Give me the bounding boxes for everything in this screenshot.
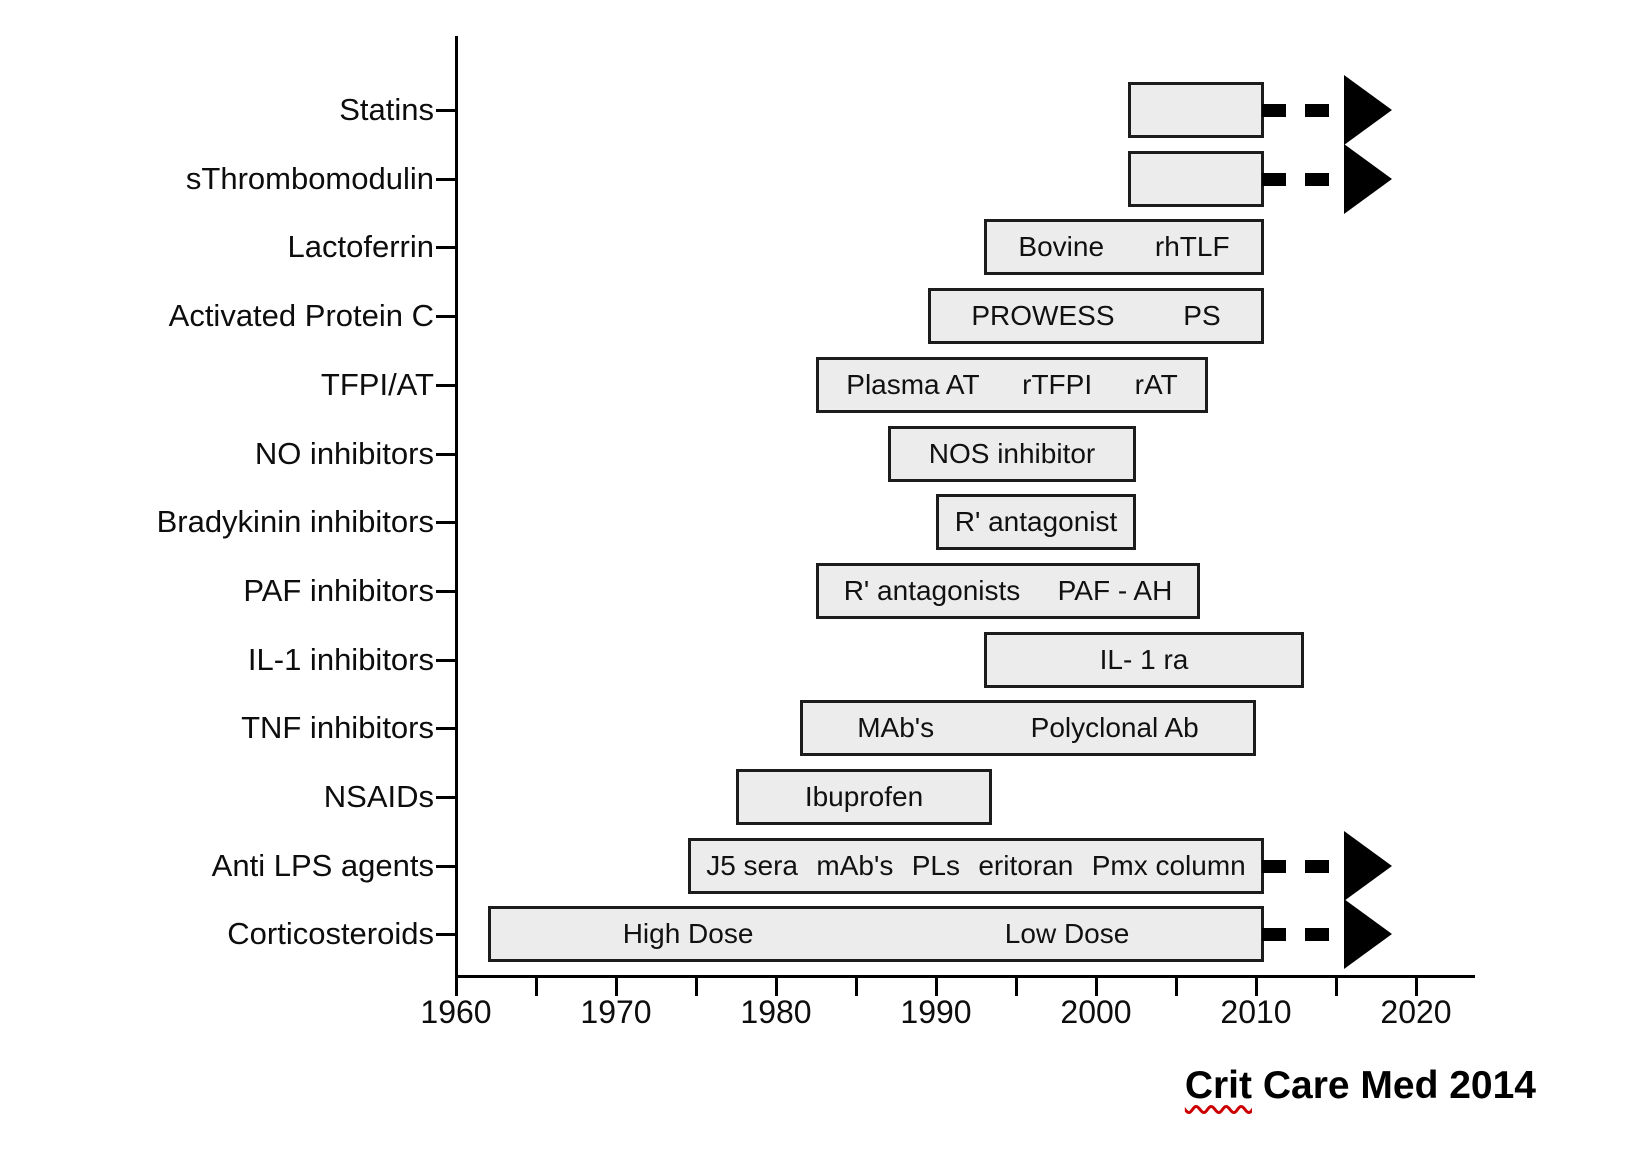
category-label: Lactoferrin (287, 229, 434, 265)
x-axis-tick (1175, 975, 1178, 996)
category-label: Corticosteroids (227, 916, 434, 952)
timeline-bar: Plasma AT rTFPI rAT (816, 356, 1208, 413)
timeline-bar (1128, 150, 1264, 207)
category-label: Anti LPS agents (211, 847, 434, 883)
bar-segment-label: rhTLF (1154, 231, 1230, 263)
caption-word-crit: Crit (1184, 1064, 1252, 1107)
bar-segment-label: J5 sera (706, 849, 799, 881)
x-axis-tick (615, 975, 618, 996)
x-axis-tick-label: 1970 (580, 994, 652, 1030)
bar-segment-label: MAb's (857, 712, 935, 744)
bar-segment-label: R' antagonist (954, 506, 1118, 538)
category-tick (436, 521, 457, 525)
category-label: IL-1 inhibitors (247, 641, 434, 677)
source-caption: Crit Care Med 2014 (1185, 1064, 1536, 1108)
category-tick (436, 246, 457, 250)
caption-rest: Care Med 2014 (1252, 1064, 1536, 1107)
x-axis-tick (855, 975, 858, 996)
timeline-bar: J5 sera mAb's PLs eritoran Pmx column (688, 837, 1264, 894)
category-label: Statins (339, 92, 434, 127)
category-tick (436, 658, 457, 662)
category-tick (436, 452, 457, 456)
bar-segment-label: Ibuprofen (804, 781, 924, 812)
x-axis-tick (1415, 975, 1418, 996)
timeline-bar: High Dose Low Dose (488, 906, 1264, 963)
bar-segment-label: High Dose (622, 918, 754, 950)
x-axis-tick-label: 1990 (900, 994, 972, 1030)
category-label: Bradykinin inhibitors (156, 504, 434, 540)
category-label: PAF inhibitors (243, 572, 434, 608)
bar-segment-label: NOS inhibitor (928, 437, 1096, 469)
x-axis-tick (1335, 975, 1338, 996)
timeline-bar: R' antagonists PAF - AH (816, 562, 1200, 619)
arrow-dash (1262, 104, 1344, 117)
arrow-head-icon (1344, 899, 1392, 970)
timeline-bar (1128, 82, 1264, 138)
bar-segment-label: R' antagonists (843, 574, 1021, 606)
timeline-bar: IL- 1 ra (984, 631, 1304, 688)
category-tick (436, 315, 457, 319)
category-tick (436, 796, 457, 799)
bar-segment-label: rAT (1134, 368, 1178, 400)
category-tick (436, 177, 457, 181)
bar-segment-label: PROWESS (971, 300, 1115, 332)
bar-segment-label: IL- 1 ra (1099, 643, 1189, 675)
x-axis-tick-label: 1960 (420, 994, 492, 1030)
x-axis-tick-label: 2020 (1380, 994, 1452, 1030)
timeline-bar: R' antagonist (936, 494, 1136, 551)
category-label: sThrombomodulin (185, 160, 434, 196)
arrow-head-icon (1344, 143, 1392, 214)
bar-segment-label: mAb's (816, 849, 894, 881)
x-axis-tick (1095, 975, 1098, 996)
x-axis-tick (1255, 975, 1258, 996)
x-axis-tick (695, 975, 698, 996)
x-axis-tick-label: 1980 (740, 994, 812, 1030)
timeline-bar: MAb's Polyclonal Ab (800, 700, 1256, 757)
y-axis-line (455, 36, 458, 977)
arrow-dash (1262, 859, 1344, 873)
category-label: Activated Protein C (168, 298, 434, 334)
category-label: NO inhibitors (254, 435, 434, 471)
bar-segment-label: Plasma AT (846, 368, 980, 400)
category-label: NSAIDs (323, 779, 434, 814)
x-axis-tick (775, 975, 778, 996)
arrow-head-icon (1344, 830, 1392, 901)
timeline-bar: Ibuprofen (736, 769, 992, 825)
category-tick (436, 383, 457, 387)
bar-segment-label: Pmx column (1091, 849, 1246, 881)
bar-segment-label: Bovine (1018, 231, 1105, 263)
bar-segment-label: PLs (911, 849, 960, 881)
category-tick (436, 864, 457, 868)
bar-segment-label: Low Dose (1004, 918, 1130, 950)
category-tick (436, 589, 457, 593)
bar-segment-label: PS (1183, 300, 1221, 332)
category-tick (436, 727, 457, 731)
timeline-bar: PROWESS PS (928, 288, 1264, 345)
x-axis-tick-label: 2010 (1220, 994, 1292, 1030)
x-axis-tick (535, 975, 538, 996)
bar-segment-label: rTFPI (1022, 368, 1093, 400)
category-label: TNF inhibitors (241, 710, 434, 746)
arrow-dash (1262, 172, 1344, 186)
timeline-bar: Bovine rhTLF (984, 219, 1264, 276)
category-label: TFPI/AT (320, 366, 434, 402)
x-axis-tick (455, 975, 458, 996)
x-axis-line (455, 975, 1475, 978)
bar-segment-label: PAF - AH (1057, 574, 1173, 606)
category-tick (436, 109, 457, 112)
x-axis-tick-label: 2000 (1060, 994, 1132, 1030)
arrow-dash (1262, 928, 1344, 942)
category-tick (436, 933, 457, 937)
arrow-head-icon (1344, 75, 1392, 145)
bar-segment-label: eritoran (978, 849, 1074, 881)
x-axis-tick (935, 975, 938, 996)
timeline-bar: NOS inhibitor (888, 425, 1136, 482)
bar-segment-label: Polyclonal Ab (1030, 712, 1199, 744)
x-axis-tick (1015, 975, 1018, 996)
